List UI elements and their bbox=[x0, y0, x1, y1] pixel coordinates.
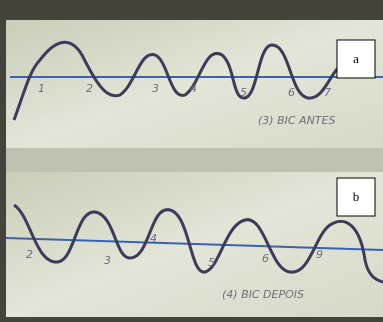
handwritten-number: 4 bbox=[190, 82, 197, 95]
handwritten-number: 7 bbox=[324, 86, 331, 99]
caption: (3) BIC ANTES bbox=[258, 114, 335, 127]
handwritten-number: 5 bbox=[208, 256, 215, 269]
photo: a b (3) BIC ANTES (4) BIC DEPOIS 1 2 3 4 5 6 7… bbox=[0, 0, 383, 322]
handwritten-number: 3 bbox=[152, 82, 159, 95]
paper-gap bbox=[6, 148, 383, 172]
handwritten-number: 9 bbox=[316, 248, 323, 261]
handwritten-number: 6 bbox=[288, 86, 295, 99]
handwritten-number: 2 bbox=[86, 82, 93, 95]
panel-label: a bbox=[353, 51, 359, 66]
handwritten-number: 5 bbox=[240, 86, 247, 99]
handwritten-number: 4 bbox=[150, 232, 157, 245]
handwritten-number: 1 bbox=[38, 82, 45, 95]
handwritten-number: 3 bbox=[104, 254, 111, 267]
handwritten-number: 6 bbox=[262, 252, 269, 265]
caption: (4) BIC DEPOIS bbox=[222, 288, 304, 301]
panel-label: b bbox=[353, 189, 360, 204]
handwritten-number: 2 bbox=[26, 248, 33, 261]
